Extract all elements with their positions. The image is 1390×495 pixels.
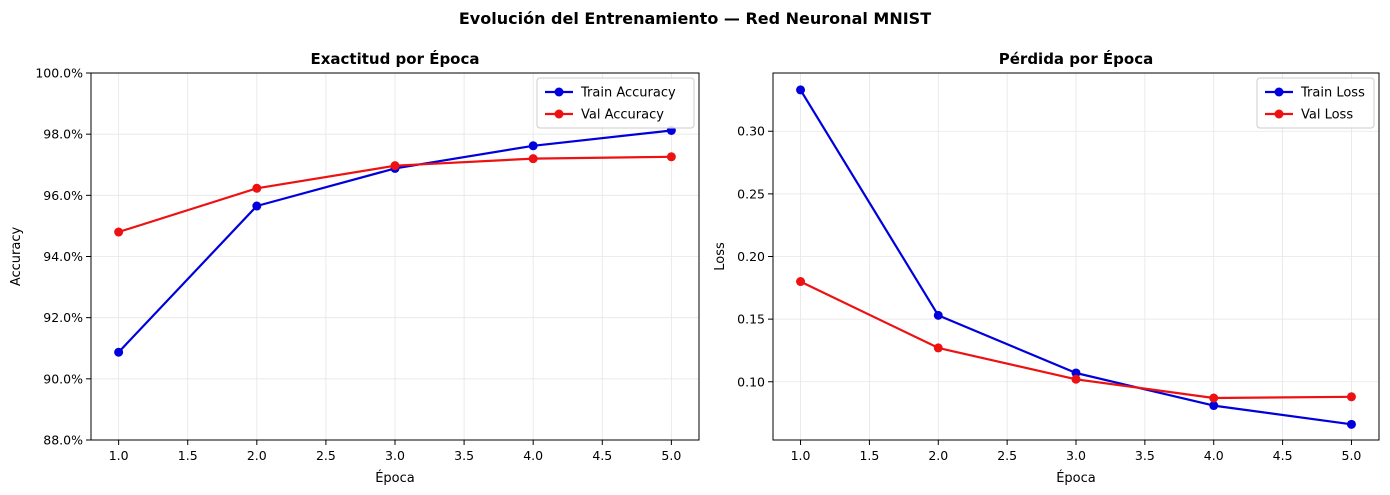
data-point <box>1209 393 1219 403</box>
legend-marker <box>554 87 564 97</box>
x-tick-label: 3.5 <box>1135 448 1155 463</box>
data-point <box>528 154 538 164</box>
data-point <box>796 85 806 95</box>
x-tick-label: 1.0 <box>791 448 811 463</box>
y-tick-label: 0.20 <box>737 249 765 264</box>
data-point <box>1071 368 1081 378</box>
x-tick-label: 2.5 <box>316 448 336 463</box>
y-tick-label: 92.0% <box>43 310 83 325</box>
data-point <box>666 152 676 162</box>
y-tick-label: 94.0% <box>43 249 83 264</box>
plot-frame <box>90 72 700 441</box>
x-tick-label: 1.0 <box>109 448 129 463</box>
data-point <box>252 201 262 211</box>
x-tick-label: 4.5 <box>592 448 612 463</box>
y-tick-label: 0.15 <box>737 312 765 327</box>
x-tick-label: 2.0 <box>247 448 267 463</box>
legend-label: Val Accuracy <box>581 108 664 123</box>
data-point <box>1346 392 1356 402</box>
chart-panel-2: 1.0 1.5 2.0 2.5 3.0 3.5 4.0 4.5 5.0 0.10 0.15 0.20 0… <box>713 49 1380 486</box>
x-tick-label: 4.5 <box>1273 448 1293 463</box>
x-tick-label: 4.0 <box>1204 448 1224 463</box>
legend: Train Accuracy Val Accuracy <box>536 77 695 129</box>
legend-marker <box>554 109 564 119</box>
data-point <box>1071 374 1081 384</box>
x-tick-label: 1.5 <box>859 448 879 463</box>
chart-panel-1: 1.0 1.5 2.0 2.5 3.0 3.5 4.0 4.5 5.0 88.0% 90.0% 92.… <box>9 49 700 486</box>
chart-title: Pérdida por Época <box>999 49 1154 68</box>
x-tick-label: 5.0 <box>661 448 681 463</box>
data-point <box>933 310 943 320</box>
y-tick-label: 88.0% <box>43 433 83 448</box>
data-point <box>252 183 262 193</box>
data-point <box>1346 419 1356 429</box>
x-tick-label: 1.5 <box>178 448 198 463</box>
x-tick-label: 3.5 <box>454 448 474 463</box>
legend-label: Train Accuracy <box>580 86 676 101</box>
data-point <box>1209 401 1219 411</box>
figure-title: Evolución del Entrenamiento — Red Neuron… <box>459 9 931 28</box>
y-axis-label: Accuracy <box>9 227 24 287</box>
y-tick-label: 98.0% <box>43 127 83 142</box>
x-tick-label: 3.0 <box>385 448 405 463</box>
data-point <box>528 141 538 151</box>
x-tick-label: 3.0 <box>1066 448 1086 463</box>
legend-marker <box>1274 109 1284 119</box>
y-tick-label: 96.0% <box>43 188 83 203</box>
legend-box <box>1256 77 1375 129</box>
y-tick-label: 0.30 <box>737 124 765 139</box>
x-axis-label: Época <box>1056 470 1096 486</box>
legend-marker <box>1274 87 1284 97</box>
y-axis-label: Loss <box>713 242 728 271</box>
legend-label: Train Loss <box>1300 86 1365 101</box>
data-point <box>796 277 806 287</box>
legend-box <box>536 77 695 129</box>
data-point <box>114 227 124 237</box>
x-tick-label: 4.0 <box>523 448 543 463</box>
y-tick-label: 0.10 <box>737 374 765 389</box>
x-tick-label: 2.5 <box>997 448 1017 463</box>
legend: Train Loss Val Loss <box>1256 77 1375 129</box>
data-point <box>933 343 943 353</box>
x-axis-label: Época <box>375 470 415 486</box>
y-tick-label: 100.0% <box>35 66 83 81</box>
y-tick-label: 0.25 <box>737 186 765 201</box>
data-point <box>114 347 124 357</box>
legend-label: Val Loss <box>1301 108 1353 123</box>
x-tick-label: 2.0 <box>928 448 948 463</box>
chart-title: Exactitud por Época <box>310 49 479 68</box>
data-point <box>390 161 400 171</box>
y-tick-label: 90.0% <box>43 371 83 386</box>
x-tick-label: 5.0 <box>1342 448 1362 463</box>
plot-frame <box>772 72 1380 441</box>
